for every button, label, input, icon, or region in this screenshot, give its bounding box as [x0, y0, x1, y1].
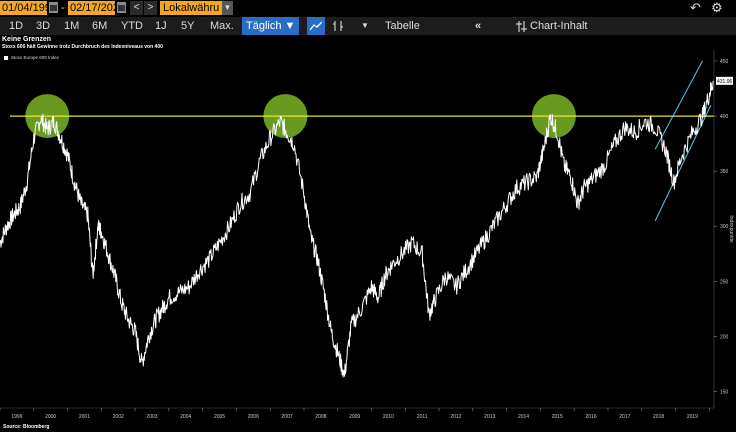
x-tick-label: 2016: [585, 414, 596, 420]
start-date-field[interactable]: 01/04/1999: [0, 1, 58, 15]
y-tick-label: 350: [720, 169, 729, 175]
range-1d[interactable]: 1D: [9, 20, 24, 32]
x-tick-label: 2014: [518, 414, 529, 420]
bar-chart-icon[interactable]: [333, 17, 343, 35]
date-toolbar: 01/04/1999 - 02/17/2020 < > Lokalwähru ▼…: [0, 0, 736, 17]
series-line: [0, 80, 714, 378]
y-tick-label: 250: [720, 279, 729, 285]
x-tick-label: 2019: [687, 414, 698, 420]
frequency-label: Täglich: [246, 20, 282, 32]
y-tick-label: 200: [720, 334, 729, 340]
range-1j[interactable]: 1J: [155, 20, 167, 32]
x-tick-label: 2008: [315, 414, 326, 420]
chart-legend: Stoxx Europe 600 Index: [4, 55, 59, 60]
gear-icon[interactable]: ⚙: [711, 0, 723, 15]
x-tick-label: 2001: [79, 414, 90, 420]
range-5y[interactable]: 5Y: [181, 20, 195, 32]
range-1m[interactable]: 1M: [64, 20, 80, 32]
channel-lower-line: [654, 104, 712, 221]
x-tick-label: 2006: [248, 414, 259, 420]
line-chart-icon[interactable]: [307, 17, 325, 35]
range-toolbar: 1D 3D 1M 6M YTD 1J 5Y Max. Täglich ▼ ▼ T…: [0, 17, 736, 35]
y-axis-title: Indexpunkte: [728, 215, 734, 242]
x-tick-label: 1999: [11, 414, 22, 420]
y-tick-label: 150: [720, 389, 729, 395]
x-tick-label: 2013: [484, 414, 495, 420]
chart-subtitle: Stoxx 600 hält Gewinne trotz Durchbruch …: [2, 44, 163, 50]
x-tick-label: 2005: [214, 414, 225, 420]
x-axis: 1999 2000 2001 2002 2003 2004 2005 2006 2007 2008…: [0, 407, 714, 420]
table-button[interactable]: Tabelle: [385, 20, 420, 32]
calendar-icon[interactable]: [117, 2, 126, 13]
chart-type-dropdown-icon[interactable]: ▼: [361, 21, 369, 30]
next-period-button[interactable]: >: [144, 1, 157, 15]
range-6m[interactable]: 6M: [92, 20, 108, 32]
currency-dropdown-icon[interactable]: ▼: [222, 1, 233, 15]
last-value-box: [716, 76, 733, 85]
chart-content-label: Chart-Inhalt: [530, 20, 588, 32]
x-tick-label: 2015: [552, 414, 563, 420]
frequency-arrow-icon: ▼: [284, 20, 296, 32]
prev-period-button[interactable]: <: [130, 1, 143, 15]
y-axis: 150 200 250 300 350 400 450 431.96 Indexpunkte: [713, 50, 734, 408]
x-tick-label: 2003: [146, 414, 157, 420]
y-tick-label: 400: [720, 114, 729, 120]
undo-icon[interactable]: ↶: [690, 0, 701, 15]
last-value-label: 431.96: [717, 79, 733, 85]
legend-swatch: [4, 55, 8, 60]
frequency-select[interactable]: Täglich ▼: [242, 17, 300, 35]
range-3d[interactable]: 3D: [36, 20, 51, 32]
range-ytd[interactable]: YTD: [121, 20, 143, 32]
x-tick-label: 2000: [45, 414, 56, 420]
series-layer: [0, 80, 714, 378]
legend-label: Stoxx Europe 600 Index: [11, 55, 60, 60]
range-max[interactable]: Max.: [210, 20, 234, 32]
chart-content-button[interactable]: Chart-Inhalt: [516, 17, 587, 35]
collapse-icon[interactable]: «: [475, 20, 482, 32]
chart-content-icon: [516, 20, 527, 32]
channel-upper-line: [654, 60, 703, 150]
y-tick-label: 450: [720, 59, 729, 65]
chart-source: Source: Bloomberg: [3, 424, 50, 430]
x-tick-label: 2007: [282, 414, 293, 420]
x-tick-label: 2009: [349, 414, 360, 420]
x-tick-label: 2010: [383, 414, 394, 420]
currency-select[interactable]: Lokalwähru: [160, 1, 222, 15]
x-tick-label: 2002: [113, 414, 124, 420]
x-tick-label: 2018: [653, 414, 664, 420]
date-separator: -: [61, 2, 65, 14]
x-tick-label: 2011: [417, 414, 428, 420]
chart-title: Keine Grenzen: [2, 36, 52, 43]
x-tick-label: 2017: [619, 414, 630, 420]
end-date-field[interactable]: 02/17/2020: [68, 1, 126, 15]
x-tick-label: 2012: [450, 414, 461, 420]
calendar-icon[interactable]: [49, 2, 58, 13]
y-tick-label: 300: [720, 224, 729, 230]
x-tick-label: 2004: [180, 414, 191, 420]
